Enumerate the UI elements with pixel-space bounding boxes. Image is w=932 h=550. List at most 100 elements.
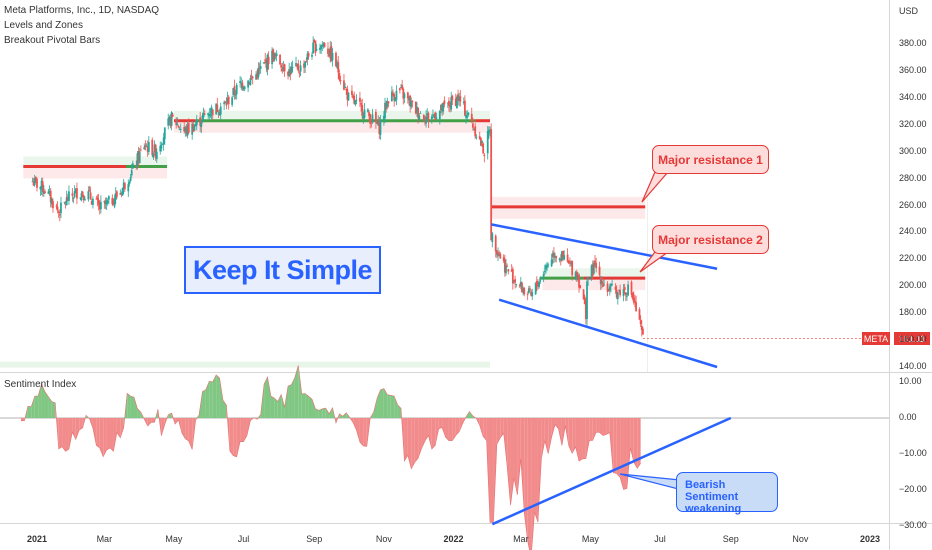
sentiment-area-segment [68, 418, 73, 450]
sentiment-tick-label: −10.00 [899, 448, 927, 458]
callout-major-resistance-1[interactable]: Major resistance 1 [652, 145, 769, 174]
sentiment-area-segment [620, 418, 624, 490]
candle-body [322, 43, 325, 47]
candle-body [272, 49, 275, 62]
sentiment-area-segment [609, 418, 614, 473]
candle-body [546, 264, 548, 268]
sentiment-area-segment [561, 418, 566, 446]
candle-body [355, 99, 358, 101]
sentiment-area-segment [181, 418, 186, 439]
candle-body [100, 201, 102, 210]
candle-body [200, 122, 203, 127]
candle-body [98, 204, 101, 210]
sentiment-area-segment [116, 418, 121, 438]
candle-body [34, 176, 37, 180]
candle-body [257, 68, 260, 78]
candle-body [371, 114, 374, 123]
candle-body [392, 93, 394, 96]
sentiment-area-segment [397, 404, 402, 418]
candle-body [119, 193, 122, 195]
price-pane [0, 0, 889, 372]
sentiment-area-segment [31, 396, 35, 418]
sentiment-area-segment [442, 418, 446, 438]
candle-body [179, 128, 182, 130]
candle-body [202, 112, 205, 118]
candle-body [535, 281, 538, 286]
sentiment-area-segment [527, 418, 532, 550]
candle-body [68, 191, 70, 201]
symbol-title[interactable]: Meta Platforms, Inc., 1D, NASDAQ [4, 5, 160, 16]
candle-body [295, 63, 297, 67]
sentiment-area-segment [103, 418, 107, 457]
candle-body [566, 254, 569, 262]
candle-body [327, 48, 329, 54]
sentiment-area-segment [421, 418, 425, 449]
keep-it-simple-annotation[interactable]: Keep It Simple [184, 246, 381, 294]
candle-body [44, 191, 46, 193]
candle-body [626, 296, 628, 297]
candle-body [50, 198, 53, 205]
sentiment-pane-title[interactable]: Sentiment Index [4, 379, 77, 390]
symbol-price-tag: META [862, 332, 890, 345]
candle-body [313, 39, 316, 43]
candle-body [393, 93, 396, 101]
currency-label[interactable]: USD [899, 6, 919, 16]
candle-body [618, 289, 620, 291]
candle-body [592, 263, 595, 274]
sentiment-area-segment [298, 365, 302, 418]
candle-body [474, 126, 477, 137]
candle-body [406, 92, 409, 99]
zone-bottom [0, 361, 491, 368]
candle-body [425, 116, 428, 124]
candle-body [330, 46, 333, 62]
candle-body [378, 122, 381, 134]
candle-body [74, 188, 77, 193]
candle-body [49, 190, 52, 203]
candle-body [304, 62, 307, 68]
time-tick-label: 2022 [443, 534, 464, 544]
candle-body [345, 88, 348, 91]
candle-body [275, 53, 278, 57]
sentiment-area-segment [418, 418, 422, 459]
candle-body [138, 151, 141, 163]
candle-body [56, 206, 59, 211]
sentiment-area-segment [236, 418, 241, 457]
candle-body [411, 101, 414, 102]
sentiment-area-segment [294, 365, 299, 418]
sentiment-area-segment [496, 418, 501, 445]
candle-body [506, 265, 509, 267]
sentiment-area-segment [452, 418, 456, 441]
sentiment-area-segment [243, 418, 247, 442]
candle-body [311, 54, 313, 57]
sentiment-area-segment [531, 418, 535, 550]
candle-body [47, 191, 50, 194]
sentiment-area-segment [133, 397, 138, 418]
sentiment-area-segment [353, 418, 357, 431]
candle-body [264, 59, 267, 62]
sentiment-area-segment [380, 388, 384, 418]
candle-body [642, 328, 644, 335]
sentiment-area-segment [404, 418, 408, 461]
candle-body [312, 42, 315, 54]
candle-body [314, 40, 317, 53]
callout-bearish-sentiment[interactable]: Bearish Sentiment weakening [676, 472, 778, 515]
indicator-levels-label[interactable]: Levels and Zones [4, 20, 83, 31]
price-tick-label: 380.00 [899, 38, 927, 48]
indicator-pivotal-bars-label[interactable]: Breakout Pivotal Bars [4, 35, 101, 46]
sentiment-area-segment [151, 418, 155, 423]
candle-body [290, 66, 293, 74]
time-tick-label: May [165, 534, 183, 544]
candle-body [563, 255, 566, 260]
candle-body [403, 93, 406, 98]
candle-body [547, 264, 550, 266]
sentiment-area-segment [120, 418, 124, 438]
candle-body [615, 289, 618, 298]
candle-body [63, 201, 66, 203]
callout-major-resistance-2[interactable]: Major resistance 2 [652, 225, 769, 254]
sentiment-area-segment [534, 418, 538, 523]
candle-body [451, 95, 454, 101]
candle-body [562, 250, 564, 258]
candle-body [194, 124, 197, 127]
zone-upper [23, 156, 168, 167]
